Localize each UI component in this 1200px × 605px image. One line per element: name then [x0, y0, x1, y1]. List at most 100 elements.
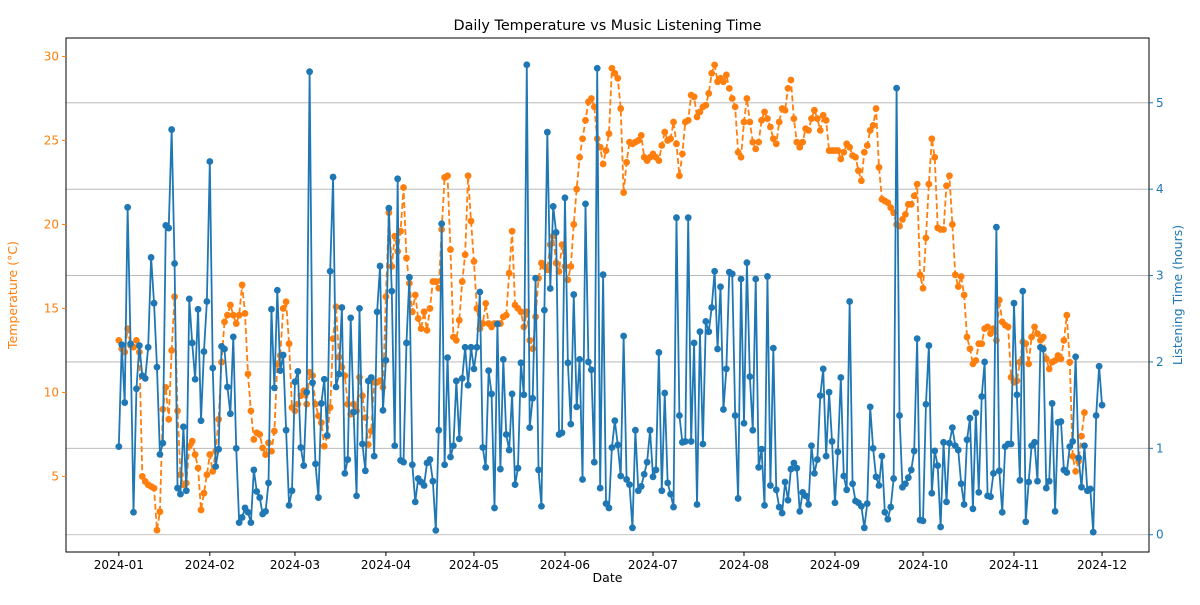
listening-time-point — [558, 429, 566, 437]
listening-time-point — [1034, 477, 1041, 485]
listening-time-point — [1089, 528, 1097, 536]
listening-time-point — [828, 438, 836, 445]
temperature-point — [587, 95, 595, 102]
listening-time-point — [538, 502, 545, 510]
temperature-point — [1078, 432, 1085, 440]
listening-time-point — [579, 476, 586, 483]
temperature-point — [784, 84, 792, 92]
x-tick-label: 2024-01 — [94, 558, 144, 572]
temperature-point — [470, 258, 478, 265]
listening-time-point — [957, 480, 965, 488]
listening-time-point — [344, 456, 352, 463]
listening-time-point — [646, 426, 654, 434]
listening-time-point — [796, 508, 804, 515]
y-right-tick-label: 3 — [1156, 269, 1164, 283]
listening-time-point — [253, 488, 261, 495]
listening-time-point — [987, 493, 994, 501]
listening-time-point — [315, 494, 322, 501]
temperature-point — [168, 347, 176, 354]
listening-time-point — [884, 515, 892, 523]
listening-time-point — [676, 412, 683, 419]
temperature-point — [191, 451, 199, 458]
listening-time-point — [843, 486, 851, 494]
temperature-point — [819, 111, 827, 119]
listening-time-point — [775, 503, 783, 511]
temperature-point — [1045, 365, 1053, 373]
listening-time-point — [191, 375, 199, 383]
grid-layer — [66, 102, 1149, 536]
listening-time-point — [978, 393, 986, 400]
temperature-point — [720, 78, 727, 86]
y-right-tick-label: 0 — [1156, 528, 1164, 542]
listening-time-point — [567, 420, 575, 428]
listening-time-point — [1075, 454, 1082, 462]
x-tick-label: 2024-09 — [810, 558, 860, 572]
listening-time-point — [265, 479, 272, 487]
listening-time-point — [608, 444, 616, 451]
temperature-point — [787, 76, 795, 84]
listening-time-point — [990, 469, 997, 477]
listening-time-point — [972, 409, 980, 417]
listening-time-point — [925, 342, 933, 349]
temperature-point — [1028, 333, 1035, 341]
listening-time-point — [890, 475, 898, 482]
temperature-point — [984, 323, 991, 331]
listening-time-point — [1069, 438, 1077, 445]
temperature-point — [693, 113, 701, 121]
listening-time-point — [532, 274, 539, 282]
listening-time-point — [411, 498, 419, 506]
listening-time-point — [426, 456, 434, 463]
x-tick-label: 2024-10 — [898, 558, 948, 572]
temperature-point — [772, 140, 780, 148]
temperature-point — [813, 115, 821, 123]
listening-time-point — [846, 298, 854, 305]
listening-time-point — [778, 509, 786, 517]
listening-time-point — [585, 358, 592, 366]
temperature-point — [138, 473, 146, 480]
listening-time-point — [922, 400, 930, 408]
listening-time-point — [643, 458, 651, 466]
listening-time-point — [291, 378, 299, 386]
temperature-point — [954, 283, 962, 290]
listening-time-point — [206, 158, 214, 165]
listening-time-point — [467, 343, 475, 351]
listening-time-point — [946, 439, 953, 447]
temperature-point — [1057, 355, 1065, 363]
temperature-point — [661, 128, 669, 136]
listening-time-point — [749, 426, 757, 434]
listening-time-point — [702, 317, 710, 325]
temperature-point — [796, 143, 804, 151]
listening-time-point — [505, 446, 513, 454]
temperature-point — [743, 95, 751, 102]
temperature-point — [775, 118, 783, 126]
listening-time-point — [963, 436, 971, 444]
listening-time-point — [596, 484, 604, 492]
listening-time-point — [998, 508, 1006, 516]
listening-time-point — [376, 262, 384, 270]
listening-time-point — [857, 502, 865, 510]
listening-time-point — [482, 463, 490, 471]
temperature-point — [382, 293, 390, 301]
temperature-point — [769, 135, 777, 143]
temperature-point — [658, 142, 666, 149]
temperature-point — [1072, 467, 1080, 475]
temperature-point — [728, 95, 736, 102]
listening-time-point — [511, 481, 519, 489]
listening-time-point — [620, 332, 628, 340]
listening-time-point — [1081, 442, 1088, 450]
listening-time-point — [494, 320, 501, 328]
listening-time-point — [863, 500, 871, 508]
temperature-point — [951, 271, 959, 279]
listening-time-point — [1092, 412, 1100, 419]
listening-time-point — [564, 359, 572, 367]
temperature-point — [197, 506, 205, 514]
temperature-point — [808, 115, 815, 123]
listening-time-point — [285, 501, 293, 509]
listening-time-point — [699, 440, 707, 448]
listening-time-point — [300, 462, 308, 470]
listening-time-point — [673, 214, 680, 222]
listening-time-point — [491, 504, 498, 512]
temperature-point — [708, 69, 716, 77]
temperature-point — [992, 336, 1000, 344]
temperature-point — [294, 400, 302, 408]
